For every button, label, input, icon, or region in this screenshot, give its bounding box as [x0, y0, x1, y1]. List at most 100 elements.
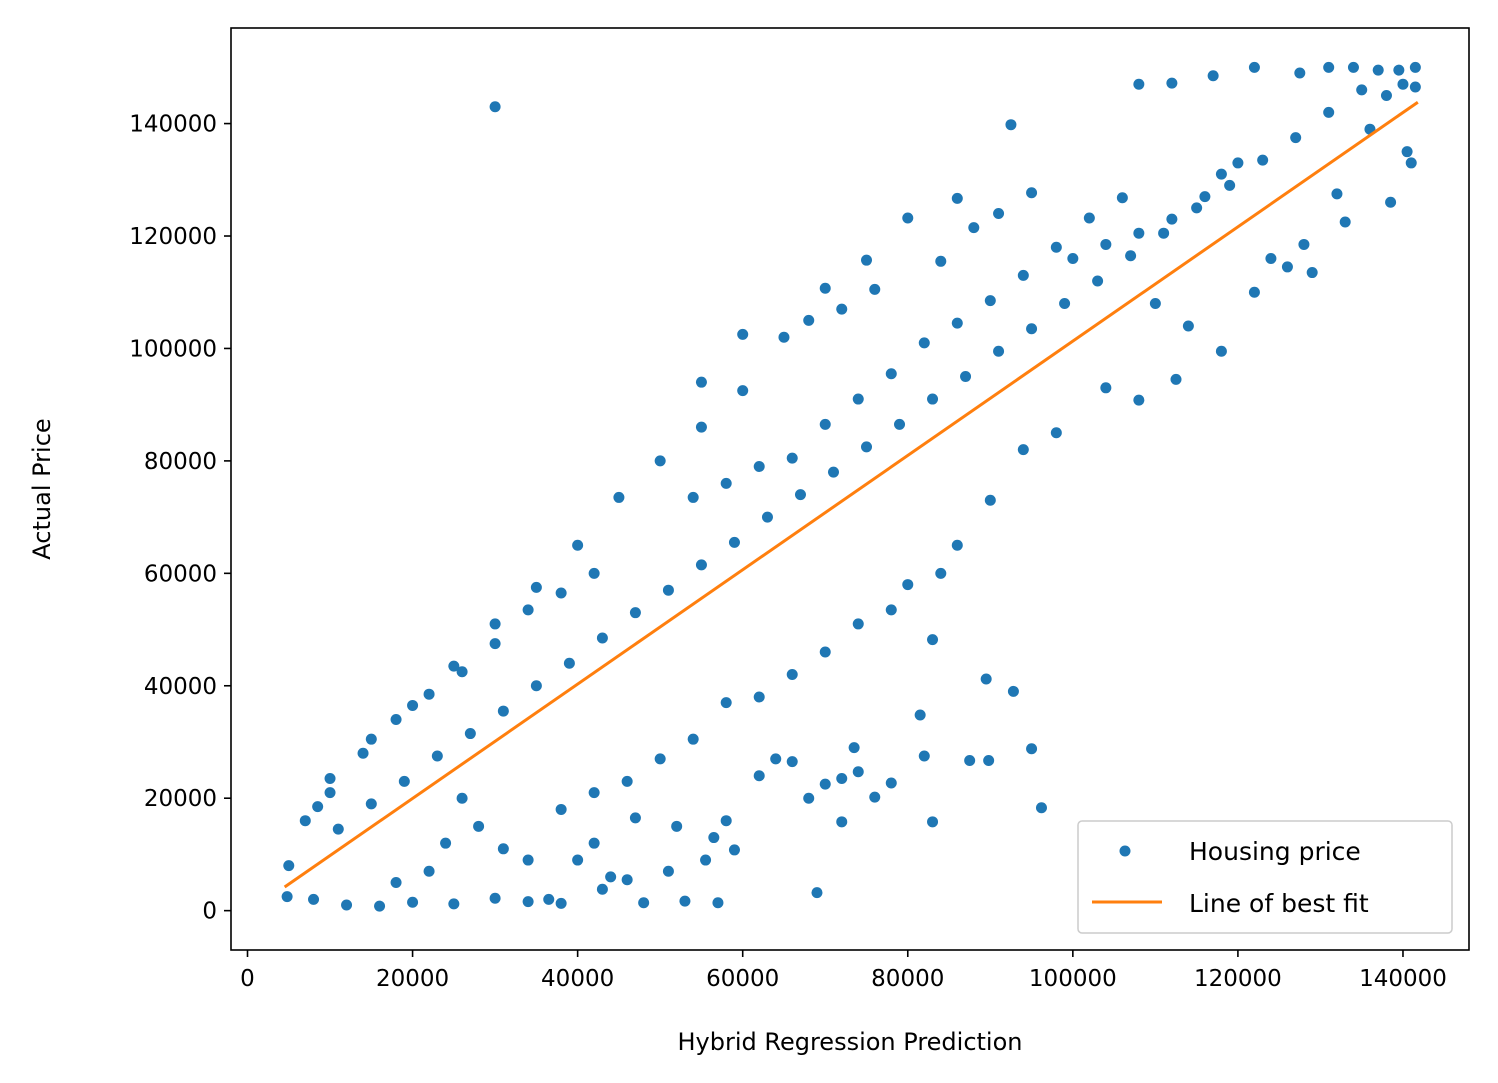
x-tick-label: 40000 — [541, 966, 614, 992]
scatter-point — [918, 750, 930, 762]
y-axis-title: Actual Price — [28, 418, 56, 559]
x-axis-ticks: 0 20000 40000 60000 80000 100000 120000 140000 — [240, 950, 1447, 992]
scatter-point — [357, 747, 369, 759]
scatter-point — [1215, 168, 1227, 180]
scatter-point — [1059, 297, 1071, 309]
scatter-point — [654, 753, 666, 765]
scatter-point — [984, 295, 996, 307]
scatter-point — [555, 897, 567, 909]
scatter-point — [1166, 77, 1178, 89]
scatter-point — [464, 728, 476, 740]
scatter-point — [861, 441, 873, 453]
scatter-point — [1035, 802, 1047, 814]
y-tick-label: 140000 — [129, 112, 217, 138]
scatter-point — [852, 766, 864, 778]
scatter-point — [1100, 238, 1112, 250]
y-tick-label: 120000 — [129, 224, 217, 250]
scatter-point — [324, 787, 336, 799]
scatter-point — [629, 607, 641, 619]
scatter-point — [407, 896, 419, 908]
y-tick-label: 20000 — [144, 786, 217, 812]
scatter-point — [918, 337, 930, 349]
scatter-point — [728, 536, 740, 548]
scatter-point — [555, 587, 567, 599]
scatter-point — [720, 477, 732, 489]
scatter-point — [654, 455, 666, 467]
y-tick-label: 100000 — [129, 336, 217, 362]
scatter-point — [1281, 261, 1293, 273]
scatter-point — [819, 418, 831, 430]
scatter-point — [1339, 216, 1351, 228]
scatter-point — [605, 871, 617, 883]
legend-box — [1077, 820, 1453, 934]
scatter-point — [687, 491, 699, 503]
scatter-point — [1409, 81, 1421, 93]
scatter-point — [1331, 188, 1343, 200]
legend-marker-housing-price — [1119, 845, 1131, 857]
x-axis-title: Hybrid Regression Prediction — [677, 1028, 1022, 1056]
scatter-point — [572, 539, 584, 551]
scatter-point — [753, 770, 765, 782]
scatter-point — [1005, 119, 1017, 131]
scatter-point — [753, 691, 765, 703]
scatter-point — [983, 755, 995, 767]
scatter-point — [596, 632, 608, 644]
scatter-point — [390, 877, 402, 889]
scatter-point — [1385, 196, 1397, 208]
scatter-point — [980, 673, 992, 685]
scatter-point — [737, 328, 749, 340]
scatter-point — [728, 844, 740, 856]
scatter-point — [935, 567, 947, 579]
scatter-point — [848, 742, 860, 754]
scatter-point — [555, 803, 567, 815]
scatter-point — [1191, 202, 1203, 214]
scatter-point — [786, 669, 798, 681]
scatter-point — [324, 773, 336, 785]
scatter-point — [530, 581, 542, 593]
scatter-point — [960, 371, 972, 383]
scatter-point — [803, 314, 815, 326]
scatter-point — [456, 792, 468, 804]
scatter-point — [613, 491, 625, 503]
scatter-point — [1182, 320, 1194, 332]
scatter-point — [695, 559, 707, 571]
scatter-point — [283, 860, 295, 872]
y-tick-label: 0 — [202, 899, 217, 925]
scatter-point — [786, 756, 798, 768]
scatter-point — [1224, 179, 1236, 191]
scatter-point — [852, 393, 864, 405]
scatter-point — [1050, 241, 1062, 253]
scatter-point — [1347, 61, 1359, 73]
scatter-point — [1397, 78, 1409, 90]
scatter-point — [1026, 187, 1038, 199]
scatter-point — [827, 466, 839, 478]
scatter-point — [407, 699, 419, 711]
scatter-point — [708, 832, 720, 844]
scatter-point — [687, 733, 699, 745]
scatter-point — [1133, 227, 1145, 239]
x-tick-label: 20000 — [376, 966, 449, 992]
scatter-point — [1393, 64, 1405, 76]
scatter-point — [588, 567, 600, 579]
scatter-point — [1050, 427, 1062, 439]
scatter-point — [448, 660, 460, 672]
scatter-point — [819, 282, 831, 294]
scatter-point — [489, 101, 501, 113]
scatter-point — [836, 773, 848, 785]
scatter-point — [914, 709, 926, 721]
scatter-point — [794, 489, 806, 501]
scatter-point — [927, 816, 939, 828]
legend-label-line-of-best-fit: Line of best fit — [1189, 889, 1369, 918]
scatter-point — [1248, 286, 1260, 298]
scatter-point — [1092, 275, 1104, 287]
scatter-point — [522, 896, 534, 908]
legend-label-housing-price: Housing price — [1189, 837, 1361, 866]
scatter-point — [770, 753, 782, 765]
scatter-point — [695, 376, 707, 388]
scatter-point — [1380, 89, 1392, 101]
scatter-point — [341, 899, 353, 911]
points-layer — [281, 61, 1421, 912]
scatter-point — [712, 897, 724, 909]
scatter-point — [390, 714, 402, 725]
scatter-point — [448, 898, 460, 910]
